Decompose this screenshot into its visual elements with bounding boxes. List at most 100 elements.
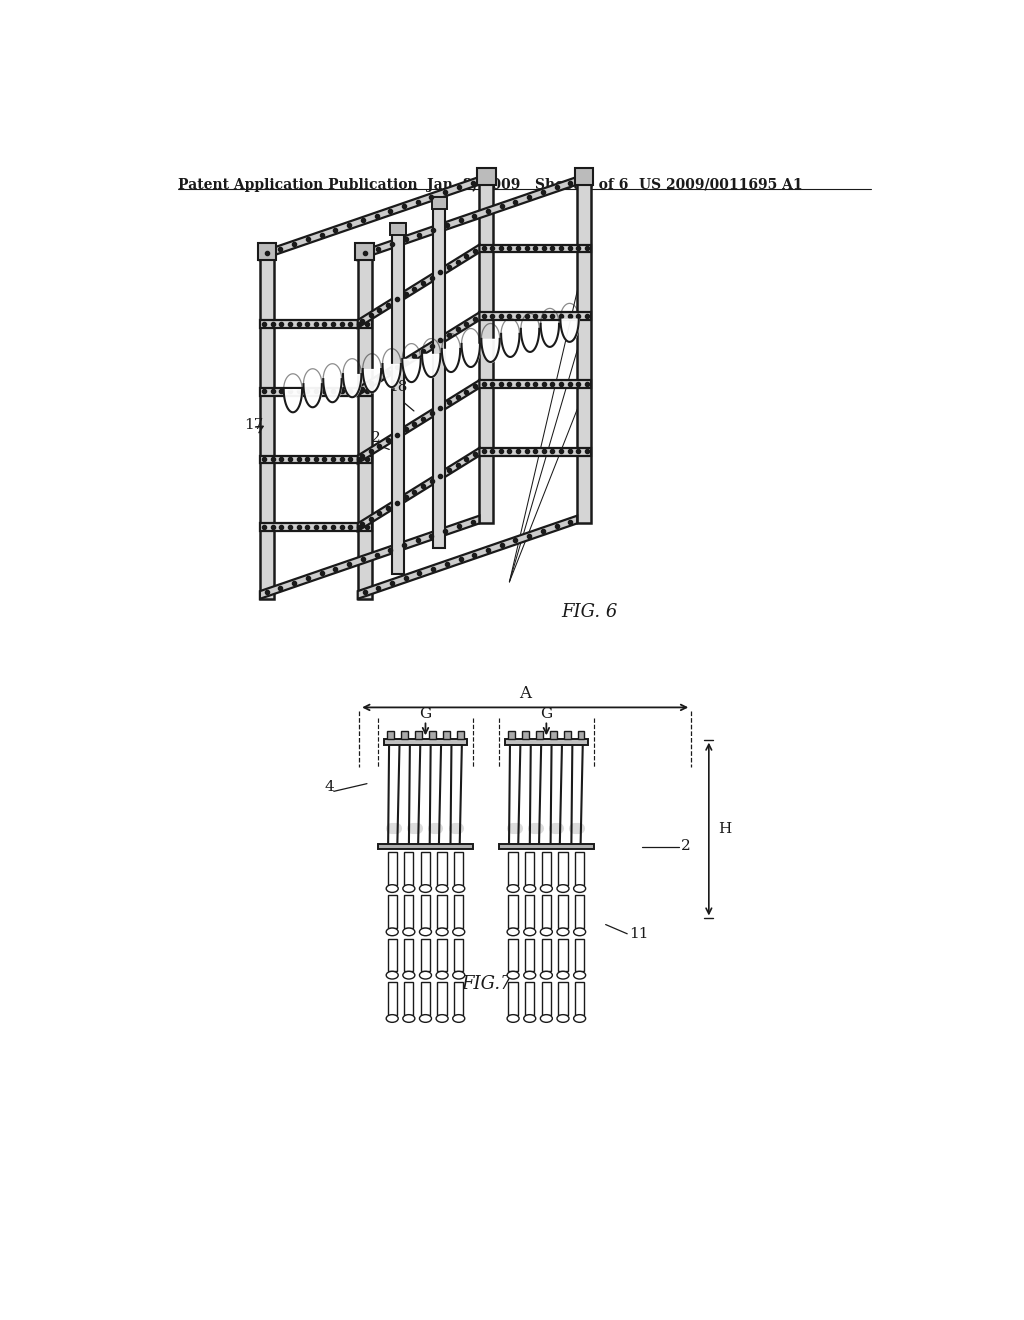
Ellipse shape (386, 928, 398, 936)
Ellipse shape (386, 972, 398, 979)
Polygon shape (260, 321, 372, 327)
Ellipse shape (541, 928, 552, 936)
Bar (477, 168, 496, 185)
Ellipse shape (573, 928, 586, 936)
Polygon shape (479, 380, 591, 388)
Bar (421, 982, 430, 1015)
Ellipse shape (453, 972, 465, 979)
Ellipse shape (523, 884, 536, 892)
Text: Jan. 8, 2009   Sheet 5 of 6: Jan. 8, 2009 Sheet 5 of 6 (427, 178, 629, 191)
Bar (563, 731, 570, 739)
Bar (575, 982, 585, 1015)
Bar (378, 843, 473, 849)
Text: 11: 11 (630, 927, 649, 941)
Ellipse shape (507, 972, 519, 979)
Ellipse shape (507, 884, 519, 892)
Text: 2: 2 (371, 430, 381, 445)
Polygon shape (260, 177, 479, 260)
Bar (575, 895, 585, 928)
Bar (542, 939, 551, 972)
Bar (542, 982, 551, 1015)
Bar (558, 982, 567, 1015)
Bar (550, 731, 557, 739)
Ellipse shape (523, 1015, 536, 1022)
Ellipse shape (436, 972, 449, 979)
Bar (260, 244, 273, 599)
Bar (390, 223, 406, 235)
Ellipse shape (402, 928, 415, 936)
Ellipse shape (557, 928, 569, 936)
Bar (505, 739, 588, 744)
Bar (499, 843, 594, 849)
Text: US 2009/0011695 A1: US 2009/0011695 A1 (639, 178, 803, 191)
Bar (433, 197, 445, 548)
Ellipse shape (507, 1015, 519, 1022)
Polygon shape (357, 244, 479, 327)
Bar (421, 895, 430, 928)
Ellipse shape (453, 1015, 465, 1022)
Bar (415, 731, 422, 739)
Bar (384, 739, 467, 744)
Text: H: H (718, 822, 731, 836)
Ellipse shape (402, 972, 415, 979)
Bar (454, 939, 463, 972)
Ellipse shape (573, 1015, 586, 1022)
Ellipse shape (420, 884, 431, 892)
Ellipse shape (436, 1015, 449, 1022)
Bar (525, 939, 535, 972)
Polygon shape (357, 516, 578, 599)
Bar (442, 731, 450, 739)
Bar (525, 853, 535, 884)
Bar (392, 223, 404, 574)
Bar (437, 939, 446, 972)
Text: A: A (519, 685, 531, 702)
Bar (558, 853, 567, 884)
Bar (509, 939, 518, 972)
Bar (357, 244, 372, 599)
Text: 2: 2 (681, 840, 691, 853)
Ellipse shape (402, 884, 415, 892)
Bar (404, 895, 414, 928)
Bar (437, 982, 446, 1015)
Text: FIG. 6: FIG. 6 (562, 603, 618, 622)
Bar (387, 731, 394, 739)
Bar (421, 853, 430, 884)
Polygon shape (260, 524, 372, 531)
Ellipse shape (573, 972, 586, 979)
Text: 18: 18 (388, 380, 408, 393)
Polygon shape (479, 447, 591, 455)
Text: G: G (541, 706, 553, 721)
Bar (578, 169, 591, 524)
Ellipse shape (436, 884, 449, 892)
Polygon shape (479, 244, 591, 252)
Bar (558, 939, 567, 972)
Text: G: G (420, 706, 431, 721)
Bar (508, 731, 515, 739)
Bar (509, 982, 518, 1015)
Bar (388, 895, 397, 928)
Ellipse shape (507, 928, 519, 936)
Ellipse shape (541, 1015, 552, 1022)
Polygon shape (357, 380, 479, 463)
Polygon shape (357, 447, 479, 531)
Text: FIG.7: FIG.7 (461, 974, 512, 993)
Ellipse shape (436, 928, 449, 936)
Ellipse shape (541, 884, 552, 892)
Bar (421, 939, 430, 972)
Bar (388, 853, 397, 884)
Bar (388, 939, 397, 972)
Bar (454, 895, 463, 928)
Ellipse shape (420, 972, 431, 979)
Text: 4: 4 (325, 780, 335, 795)
Bar (536, 731, 543, 739)
Polygon shape (260, 455, 372, 463)
Ellipse shape (573, 884, 586, 892)
Bar (437, 853, 446, 884)
Polygon shape (260, 388, 372, 396)
Bar (525, 982, 535, 1015)
Ellipse shape (386, 1015, 398, 1022)
Bar (575, 939, 585, 972)
Ellipse shape (557, 1015, 569, 1022)
Bar (578, 731, 585, 739)
Polygon shape (260, 516, 479, 599)
